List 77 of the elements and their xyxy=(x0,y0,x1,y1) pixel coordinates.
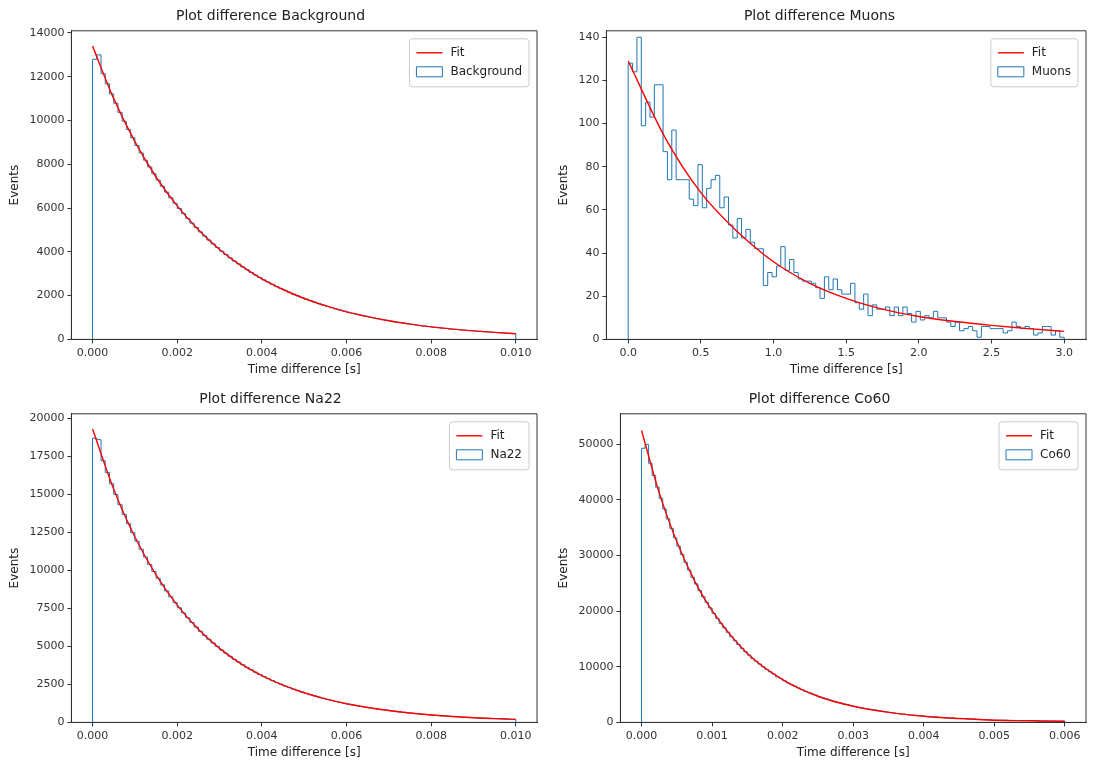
x-tick-label: 0.008 xyxy=(415,728,447,742)
x-tick-label: 0.002 xyxy=(161,345,193,359)
y-tick-label: 8000 xyxy=(36,157,65,171)
legend-label: Co60 xyxy=(1040,446,1072,461)
y-tick-label: 100 xyxy=(578,116,600,130)
y-tick-label: 15000 xyxy=(29,487,65,501)
y-tick-label: 40000 xyxy=(578,492,614,506)
y-tick-label: 0 xyxy=(606,715,614,729)
legend-label: Na22 xyxy=(490,446,523,461)
x-tick-label: 0.004 xyxy=(246,345,278,359)
x-tick-label: 0.000 xyxy=(625,728,658,742)
y-tick-label: 80 xyxy=(585,159,600,173)
y-tick-label: 20 xyxy=(585,289,600,303)
x-tick-label: 0.001 xyxy=(696,728,728,742)
y-tick-label: 5000 xyxy=(36,639,65,653)
legend-label: Fit xyxy=(1031,44,1047,59)
y-tick-label: 140 xyxy=(578,30,600,44)
x-tick-label: 0.003 xyxy=(837,728,869,742)
x-tick-label: 0.005 xyxy=(978,728,1011,742)
legend-label: Fit xyxy=(1040,427,1055,442)
y-tick-label: 20000 xyxy=(29,411,65,425)
y-tick-label: 17500 xyxy=(29,449,65,463)
y-tick-label: 40 xyxy=(585,245,600,259)
y-tick-label: 20000 xyxy=(578,604,614,618)
legend-label: Fit xyxy=(490,427,505,442)
x-tick-label: 0.010 xyxy=(500,728,532,742)
y-tick-label: 2000 xyxy=(36,288,65,302)
legend-label: Background xyxy=(450,63,522,78)
legend-label: Muons xyxy=(1031,63,1072,78)
x-tick-label: 0.0 xyxy=(619,345,637,359)
chart-title: Plot difference Background xyxy=(175,7,366,24)
x-tick-label: 0.004 xyxy=(246,728,278,742)
x-axis-title: Time difference [s] xyxy=(246,361,361,376)
x-tick-label: 1.5 xyxy=(837,345,855,359)
x-axis-title: Time difference [s] xyxy=(246,744,361,759)
x-tick-label: 1.0 xyxy=(764,345,783,359)
y-tick-label: 0 xyxy=(57,332,65,346)
x-tick-label: 0.006 xyxy=(330,728,363,742)
x-axis-title: Time difference [s] xyxy=(788,361,903,376)
x-axis-title: Time difference [s] xyxy=(795,744,910,759)
y-tick-label: 0 xyxy=(592,332,600,346)
x-tick-label: 0.002 xyxy=(766,728,799,742)
chart-title: Plot difference Co60 xyxy=(748,390,891,407)
x-tick-label: 0.006 xyxy=(1049,728,1081,742)
x-tick-label: 0.000 xyxy=(76,345,109,359)
x-tick-label: 0.010 xyxy=(500,345,532,359)
y-tick-label: 2500 xyxy=(36,677,65,691)
chart-title: Plot difference Muons xyxy=(743,7,896,24)
y-tick-label: 120 xyxy=(578,73,600,87)
y-tick-label: 10000 xyxy=(578,659,614,673)
y-tick-label: 50000 xyxy=(578,437,614,451)
y-tick-label: 10000 xyxy=(29,563,65,577)
legend-label: Fit xyxy=(450,44,465,59)
x-tick-label: 0.006 xyxy=(330,345,363,359)
chart-title: Plot difference Na22 xyxy=(199,390,342,407)
y-tick-label: 30000 xyxy=(578,548,614,562)
x-tick-label: 0.000 xyxy=(76,728,109,742)
x-tick-label: 2.0 xyxy=(910,345,928,359)
y-tick-label: 4000 xyxy=(36,244,65,258)
y-tick-label: 6000 xyxy=(36,200,65,214)
y-tick-label: 14000 xyxy=(29,25,65,39)
y-axis-title: Events xyxy=(556,164,571,206)
y-tick-label: 7500 xyxy=(36,601,65,615)
y-tick-label: 12000 xyxy=(29,69,65,83)
x-tick-label: 0.002 xyxy=(161,728,193,742)
x-tick-label: 2.5 xyxy=(982,345,1001,359)
y-tick-label: 0 xyxy=(57,715,65,729)
x-tick-label: 0.008 xyxy=(415,345,447,359)
y-tick-label: 12500 xyxy=(29,525,65,539)
y-tick-label: 10000 xyxy=(29,113,65,127)
x-tick-label: 0.004 xyxy=(907,728,940,742)
y-tick-label: 60 xyxy=(585,202,600,216)
y-axis-title: Events xyxy=(556,547,571,589)
x-tick-label: 3.0 xyxy=(1055,345,1073,359)
x-tick-label: 0.5 xyxy=(692,345,710,359)
y-axis-title: Events xyxy=(7,547,22,589)
y-axis-title: Events xyxy=(7,164,22,206)
